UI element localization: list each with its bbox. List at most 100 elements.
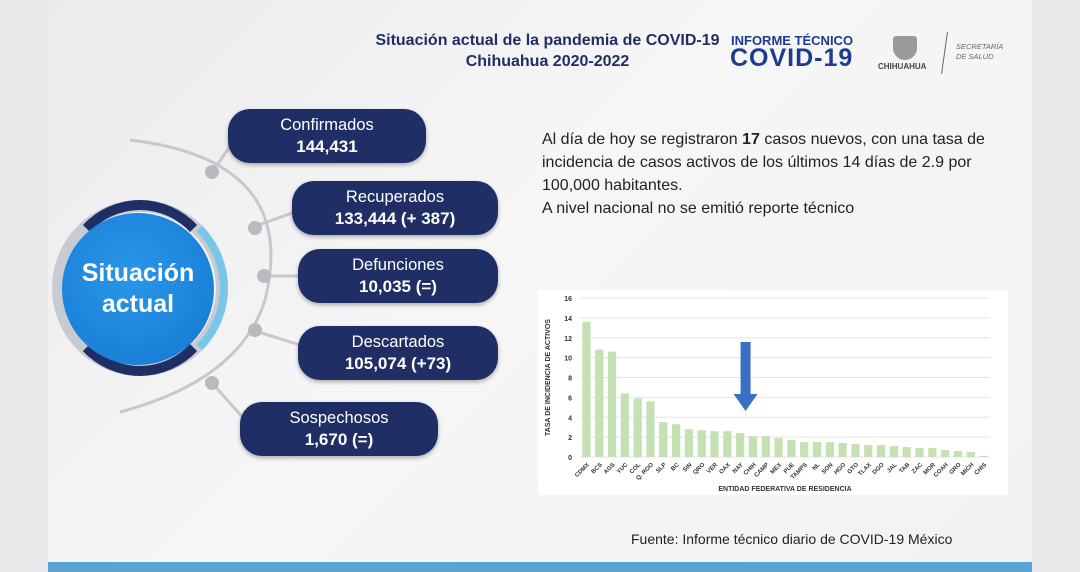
situacion-actual-circle: Situación actual	[62, 213, 214, 365]
y-tick-label: 14	[564, 316, 572, 323]
stat-value: 1,670 (=)	[304, 430, 374, 449]
chihuahua-logo-text: CHIHUAHUA	[878, 62, 927, 71]
bar-slp	[659, 422, 668, 457]
bar-jal	[889, 446, 899, 457]
x-tick-label: HGO	[833, 462, 847, 476]
summary-pre: Al día de hoy se registraron	[542, 131, 743, 148]
y-tick-label: 2	[568, 435, 572, 442]
bar-nl	[812, 442, 822, 457]
stat-sospechosos: Sospechosos 1,670 (=)	[240, 402, 438, 456]
x-tick-label: MICH	[960, 462, 975, 477]
x-tick-label: VER	[706, 462, 719, 475]
y-axis-label: TASA DE INCIDENCIA DE ACTIVOS	[545, 319, 552, 436]
y-tick-label: 10	[564, 356, 572, 363]
x-tick-label: CDMX	[574, 462, 591, 479]
bar-ver	[710, 431, 719, 457]
y-tick-label: 8	[568, 376, 572, 383]
stat-label: Defunciones	[352, 256, 444, 274]
incidence-chart: 0 2 4 6 8 10 12 14 16 CDMX BCS AGS YUC COL Q. ROO SLP BC…	[538, 290, 1008, 495]
secretaria-line-2: DE SALUD	[956, 52, 994, 61]
bar-oax	[723, 431, 732, 457]
connector-curve	[119, 134, 301, 421]
secretaria-logo: SECRETARÍA DE SALUD	[956, 42, 1003, 62]
informe-label: INFORME TÉCNICO	[731, 33, 854, 48]
stat-recuperados: Recuperados 133,444 (+ 387)	[292, 181, 498, 235]
new-cases-count: 17	[742, 131, 760, 148]
stat-value: 133,444 (+ 387)	[334, 209, 456, 228]
secretaria-line-1: SECRETARÍA	[956, 42, 1004, 51]
bar-tamps	[800, 442, 809, 457]
title-line-1: Situación actual de la pandemia de COVID…	[375, 32, 720, 49]
bar-zac	[915, 448, 924, 457]
bar-yuc	[620, 393, 629, 457]
stat-value: 10,035 (=)	[359, 277, 437, 296]
x-tick-label: COAH	[933, 462, 950, 479]
x-tick-label: CAMP	[754, 462, 771, 479]
x-tick-label: AGS	[603, 462, 616, 475]
bar-bcs	[595, 349, 604, 457]
x-tick-label: JAL	[886, 462, 898, 474]
stat-label: Descartados	[351, 333, 445, 351]
x-tick-label: NL	[812, 462, 822, 472]
bar-chis	[979, 456, 988, 457]
bar-nay	[736, 433, 745, 457]
x-tick-label: CHIS	[974, 462, 988, 476]
bar-ags	[607, 351, 617, 457]
bar-qroo	[646, 401, 655, 457]
y-tick-label: 6	[568, 395, 572, 402]
covid-label: COVID-19	[730, 44, 854, 72]
summary-text: Al día de hoy se registraron 17 casos nu…	[542, 128, 1012, 220]
circle-light-arc	[52, 200, 228, 376]
center-line-2: actual	[101, 290, 175, 318]
stat-confirmados: Confirmados 144,431	[228, 109, 426, 163]
bar-mich	[966, 452, 975, 457]
x-tick-label: SIN	[682, 462, 693, 473]
bar-sin	[684, 429, 694, 457]
stat-label: Confirmados	[280, 116, 374, 134]
bar-tab	[902, 447, 911, 457]
bar-mex	[774, 438, 783, 457]
source-note: Fuente: Informe técnico diario de COVID-…	[631, 531, 953, 547]
slide-bottom-bar	[48, 562, 1032, 572]
stat-value: 144,431	[296, 137, 358, 156]
x-tick-label: SLP	[655, 462, 667, 474]
x-axis-label: ENTIDAD FEDERATIVA DE RESIDENCIA	[718, 486, 851, 493]
bar-bc	[671, 424, 681, 457]
bar-dgo	[876, 445, 886, 457]
x-tick-label: BC	[670, 462, 681, 473]
bar-tlax	[864, 445, 873, 457]
y-tick-label: 0	[568, 455, 572, 462]
summary-paragraph-1: Al día de hoy se registraron 17 casos nu…	[542, 128, 1012, 197]
bar-qro	[697, 430, 706, 457]
x-tick-label: DGO	[872, 462, 886, 476]
summary-paragraph-2: A nivel nacional no se emitió reporte té…	[542, 200, 855, 217]
y-tick-label: 16	[564, 296, 572, 303]
x-tick-label: SON	[821, 462, 834, 475]
x-tick-label: TAB	[899, 462, 912, 475]
x-tick-label: BCS	[591, 462, 604, 475]
slide-title: Situación actual de la pandemia de COVID…	[370, 30, 725, 72]
x-tick-label: MEX	[770, 462, 783, 475]
chihuahua-shield-icon	[893, 36, 917, 60]
bar-gto	[851, 444, 860, 457]
summary-post: casos nuevos, con una tasa de incidencia…	[542, 131, 985, 194]
y-tick-label: 4	[568, 415, 572, 422]
stat-label: Recuperados	[345, 188, 445, 206]
stat-label: Sospechosos	[289, 409, 389, 427]
highlight-arrow-icon	[733, 342, 758, 411]
bar-hgo	[838, 443, 847, 457]
bar-col	[633, 398, 642, 457]
center-line-1: Situación	[81, 259, 195, 287]
bar-pue	[787, 440, 796, 457]
y-tick-label: 12	[564, 336, 572, 343]
stat-defunciones: Defunciones 10,035 (=)	[298, 249, 498, 303]
x-tick-label: YUC	[616, 462, 630, 476]
bar-mor	[928, 448, 937, 457]
bar-son	[825, 442, 834, 457]
x-tick-label: QRO	[692, 462, 706, 476]
bar-coah	[941, 450, 950, 457]
stat-value: 105,074 (+73)	[344, 354, 452, 373]
x-tick-label: TLAX	[858, 462, 873, 477]
title-line-2: Chihuahua 2020-2022	[465, 53, 630, 70]
